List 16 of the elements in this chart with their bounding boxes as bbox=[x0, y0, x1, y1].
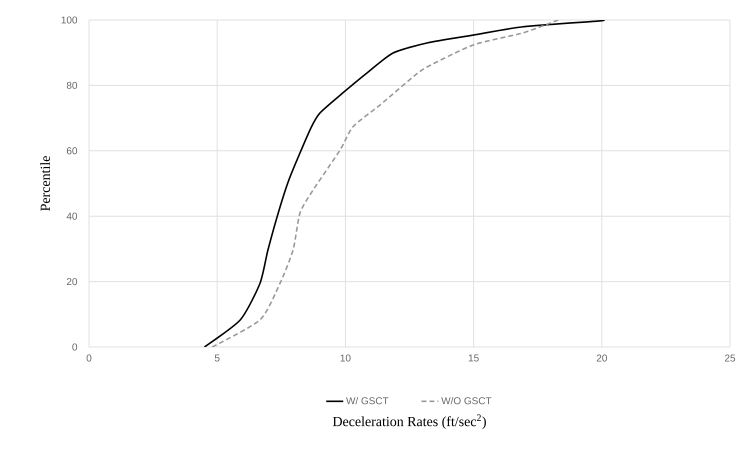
x-tick-label: 0 bbox=[86, 354, 92, 362]
y-tick-label: 20 bbox=[66, 278, 78, 286]
x-tick-label: 25 bbox=[724, 354, 736, 362]
y-tick-label: 0 bbox=[72, 343, 78, 351]
y-tick-label: 100 bbox=[62, 16, 78, 24]
y-tick-label: 40 bbox=[66, 212, 78, 220]
legend-label: W/O GSCT bbox=[441, 396, 492, 404]
x-tick-label: 5 bbox=[214, 354, 220, 362]
y-tick-label: 60 bbox=[66, 147, 78, 154]
legend-label: W/ GSCT bbox=[346, 396, 388, 404]
y-tick-label: 80 bbox=[66, 82, 78, 89]
x-axis-title: Deceleration Rates (ft/sec$^{2}$) bbox=[332, 414, 486, 430]
x-tick-label: 15 bbox=[468, 354, 479, 362]
x-tick-label: 10 bbox=[340, 354, 351, 362]
x-tick-label: 20 bbox=[596, 354, 607, 362]
y-axis-title: Percentile bbox=[40, 156, 50, 211]
